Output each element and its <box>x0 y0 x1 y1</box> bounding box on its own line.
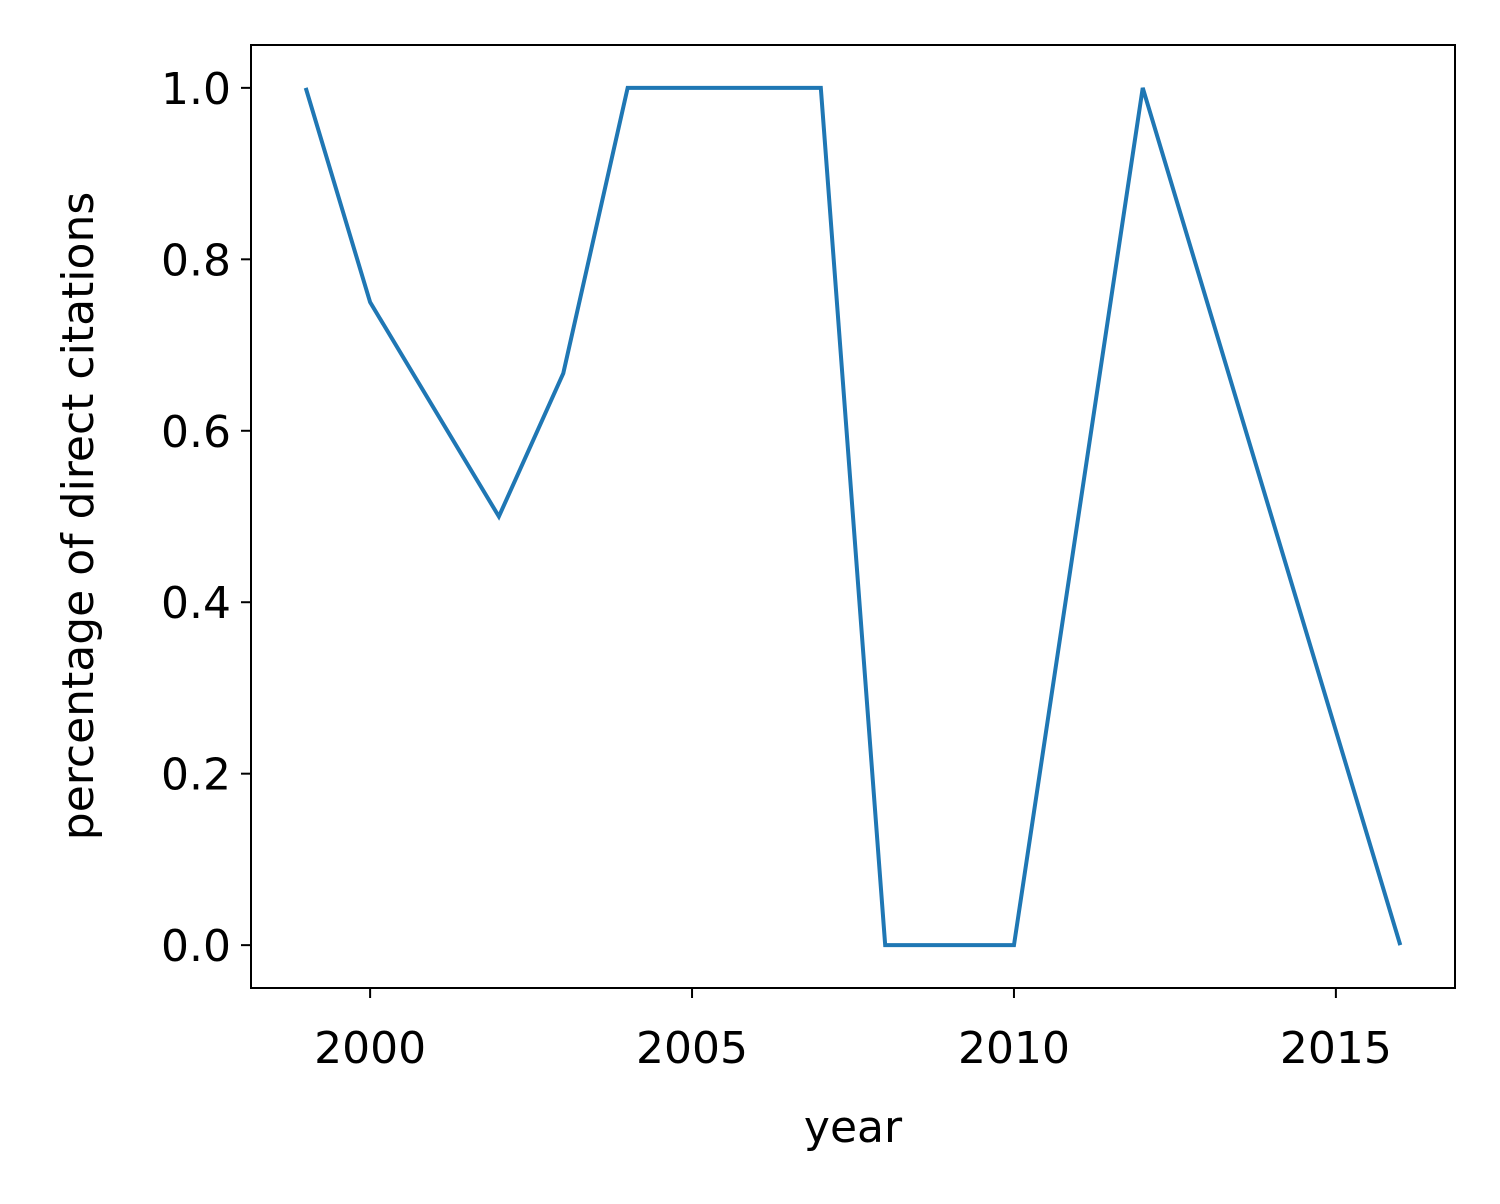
y-axis-ticks: 0.0 0.2 0.4 0.6 0.8 1.0 <box>161 64 251 972</box>
y-tick-label: 0.6 <box>161 407 231 458</box>
x-axis-ticks: 2000 2005 2010 2015 <box>314 988 1392 1074</box>
y-tick-label: 0.4 <box>161 578 231 629</box>
x-tick-label: 2000 <box>314 1023 426 1074</box>
x-axis-label: year <box>804 1102 903 1153</box>
x-tick-label: 2005 <box>636 1023 748 1074</box>
y-tick-label: 0.8 <box>161 235 231 286</box>
plot-frame <box>250 44 1456 989</box>
x-tick-label: 2015 <box>1280 1023 1392 1074</box>
y-tick-label: 0.2 <box>161 750 231 801</box>
x-tick-label: 2010 <box>958 1023 1070 1074</box>
y-tick-label: 1.0 <box>161 64 231 115</box>
series-group <box>303 85 1403 948</box>
y-tick-label: 0.0 <box>161 921 231 972</box>
series-line-0 <box>303 85 1403 948</box>
y-axis-label: percentage of direct citations <box>53 192 104 840</box>
